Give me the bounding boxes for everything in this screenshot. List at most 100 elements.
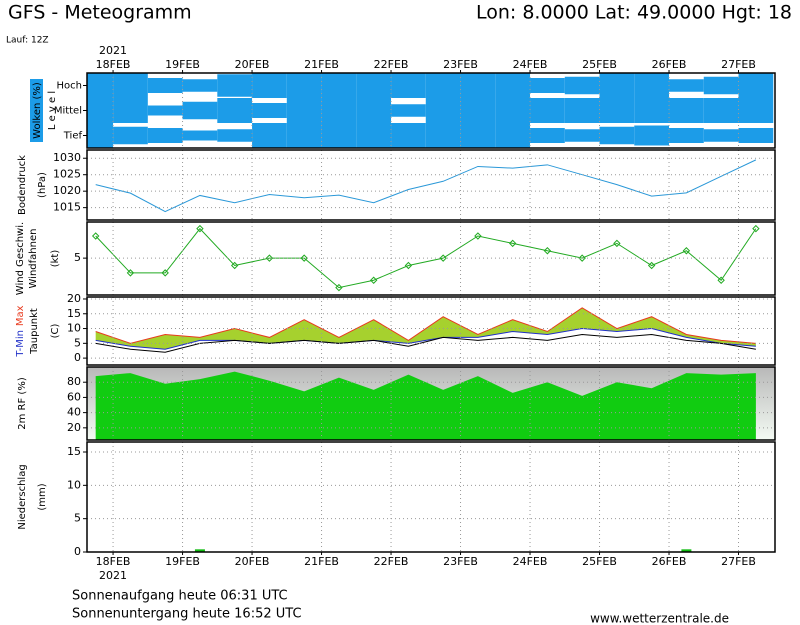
- y-tick-label: 5: [74, 336, 81, 349]
- cloud-cover: [634, 73, 670, 98]
- x-tick-label: 27FEB: [721, 58, 756, 71]
- cloud-cover: [738, 98, 774, 123]
- x-tick-label: 26FEB: [652, 58, 687, 71]
- series-marker: [717, 276, 725, 284]
- x-tick-label: 21FEB: [304, 58, 339, 71]
- cloud-cover: [391, 104, 426, 117]
- y-tick-label: 10: [67, 478, 81, 491]
- series-marker: [613, 239, 621, 248]
- x-tick-label: 25FEB: [582, 555, 617, 568]
- cloud-cover: [738, 128, 774, 143]
- axis-label: Windfahnen: [28, 229, 39, 289]
- cloud-cover: [87, 123, 114, 148]
- cloud-cover: [321, 98, 357, 123]
- cloud-cover: [87, 73, 114, 98]
- cloud-cover: [669, 79, 704, 92]
- series-marker: [265, 254, 274, 262]
- cloud-cover: [564, 129, 600, 142]
- cloud-cover: [669, 128, 704, 143]
- x-tick-label: 24FEB: [513, 58, 548, 71]
- y-tick-label: 0: [74, 545, 81, 558]
- cloud-cover: [147, 78, 183, 93]
- x-tick-label: 23FEB: [443, 555, 478, 568]
- y-tick-label: 10: [67, 322, 81, 335]
- panel-frame: [86, 366, 776, 441]
- label-background: [30, 79, 43, 142]
- cloud-cover: [217, 74, 253, 97]
- x-tick-label: 27FEB: [721, 555, 756, 568]
- y-tick-label: 0: [74, 351, 81, 364]
- precip-bar: [681, 549, 692, 552]
- cloud-cover: [738, 73, 774, 98]
- series-label: T-Min Max: [15, 305, 26, 357]
- axis-label: Niederschlag: [17, 464, 28, 529]
- axis-label: Taupunkt: [29, 308, 40, 355]
- series-line: [95, 328, 756, 350]
- y-tick-label: 20: [67, 421, 81, 434]
- source: www.wetterzentrale.de: [590, 612, 729, 625]
- series-marker: [404, 261, 413, 270]
- cloud-cover: [113, 73, 148, 98]
- cloud-cover: [113, 126, 148, 145]
- series-marker: [543, 247, 552, 255]
- axis-label: (kt): [50, 250, 61, 268]
- series-marker: [369, 276, 378, 284]
- x-year-label: 2021: [99, 569, 127, 582]
- x-tick-label: 22FEB: [374, 555, 409, 568]
- series-label: Wind Geschwi.: [15, 222, 26, 295]
- y-tick-label: 1020: [53, 184, 81, 197]
- cloud-cover: [252, 103, 287, 118]
- panel-background: [87, 442, 775, 552]
- title: GFS - Meteogramm: [8, 2, 192, 24]
- panel-frame: [86, 72, 776, 149]
- x-tick-label: 22FEB: [374, 58, 409, 71]
- series-marker: [752, 224, 760, 233]
- y-tick-label: 80: [67, 375, 81, 388]
- x-tick-label: 19FEB: [165, 58, 200, 71]
- cloud-cover: [252, 73, 287, 98]
- cloud-cover: [425, 73, 461, 98]
- x-tick-label: 25FEB: [582, 58, 617, 71]
- y-tick-label: 1025: [53, 168, 81, 181]
- temperature-band: [95, 307, 756, 350]
- x-tick-label: 21FEB: [304, 555, 339, 568]
- cloud-cover: [530, 128, 565, 143]
- y-tick-label: 15: [67, 307, 81, 320]
- cloud-cover: [286, 123, 322, 148]
- series-marker: [196, 224, 204, 233]
- series-label: 2m RF (%): [17, 377, 28, 430]
- cloud-cover: [321, 73, 357, 98]
- cloud-cover: [703, 129, 739, 142]
- series-line: [95, 227, 757, 289]
- cloud-cover: [425, 123, 461, 148]
- y-tick-label: 60: [67, 390, 81, 403]
- cloud-cover: [599, 126, 635, 145]
- panel-frame: [86, 221, 776, 296]
- cloud-cover: [495, 123, 531, 148]
- humidity-area: [95, 371, 756, 440]
- x-tick-label: 20FEB: [235, 555, 270, 568]
- cloud-cover: [599, 73, 635, 98]
- x-tick-label: 19FEB: [165, 555, 200, 568]
- series-line: [95, 307, 756, 344]
- cloud-cover: [356, 98, 392, 123]
- cloud-cover: [356, 123, 392, 148]
- cloud-cover: [286, 73, 322, 98]
- cloud-cover: [147, 105, 183, 116]
- level-label: Hoch: [57, 81, 82, 92]
- x-year-label: 2021: [99, 44, 127, 57]
- run: Lauf: 12Z: [6, 36, 49, 46]
- axis-label: L e v e l: [47, 91, 58, 130]
- panel-frame: [86, 441, 776, 553]
- x-tick-label: 20FEB: [235, 58, 270, 71]
- y-tick-label: 5: [74, 251, 81, 264]
- cloud-cover: [391, 73, 426, 98]
- axis-label: (hPa): [37, 172, 48, 198]
- axis-label: Bodendruck: [17, 155, 28, 215]
- level-label: Tief: [63, 131, 83, 142]
- cloud-cover: [425, 98, 461, 123]
- cloud-cover: [634, 98, 670, 123]
- series-marker: [439, 254, 447, 262]
- series-marker: [474, 232, 482, 240]
